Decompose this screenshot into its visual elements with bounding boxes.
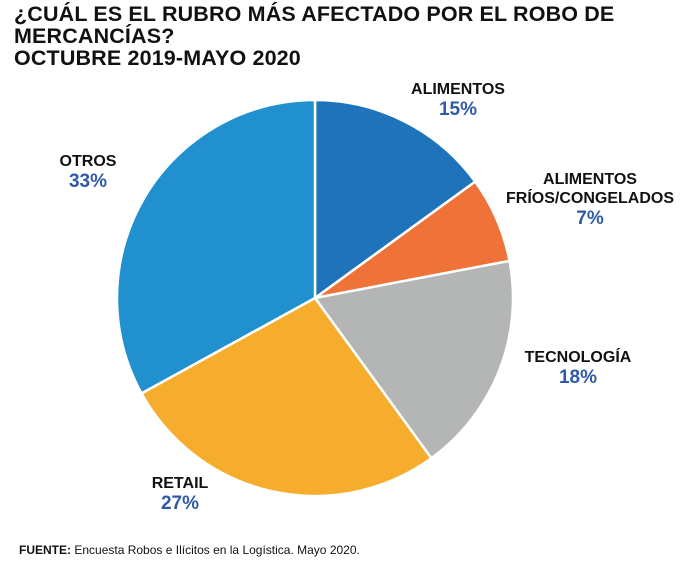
subtitle-text: OCTUBRE 2019-MAYO 2020 [14, 46, 301, 70]
label-retail: RETAIL 27% [130, 474, 230, 515]
label-tecnologia-name: TECNOLOGÍA [524, 349, 632, 366]
title-text: ¿CUÁL ES EL RUBRO MÁS AFECTADO POR EL RO… [14, 2, 615, 48]
label-alimentos-frios-name: ALIMENTOS FRÍOS/CONGELADOS [505, 171, 674, 207]
source-label: FUENTE: [19, 543, 71, 557]
slice-tecnologia [313, 259, 515, 460]
label-alimentos-pct: 15% [438, 99, 478, 120]
label-tecnologia-pct: 18% [558, 367, 598, 388]
source-note: FUENTE: Encuesta Robos e Ilícitos en la … [19, 543, 360, 557]
label-alimentos-name: ALIMENTOS [411, 81, 505, 98]
label-otros: OTROS 33% [38, 152, 138, 193]
label-alimentos-frios-pct: 7% [576, 208, 604, 229]
source-text: Encuesta Robos e Ilícitos en la Logístic… [74, 543, 360, 557]
label-otros-pct: 33% [68, 171, 108, 192]
label-retail-name: RETAIL [151, 475, 209, 492]
label-otros-name: OTROS [59, 153, 117, 170]
slice-retail [140, 296, 433, 498]
label-retail-pct: 27% [160, 493, 200, 514]
label-tecnologia: TECNOLOGÍA 18% [508, 348, 648, 389]
label-alimentos-frios: ALIMENTOS FRÍOS/CONGELADOS 7% [490, 170, 690, 230]
chart-title: ¿CUÁL ES EL RUBRO MÁS AFECTADO POR EL RO… [14, 3, 690, 69]
slice-alimentos [313, 98, 477, 300]
label-alimentos: ALIMENTOS 15% [398, 80, 518, 121]
slice-otros [115, 98, 317, 395]
